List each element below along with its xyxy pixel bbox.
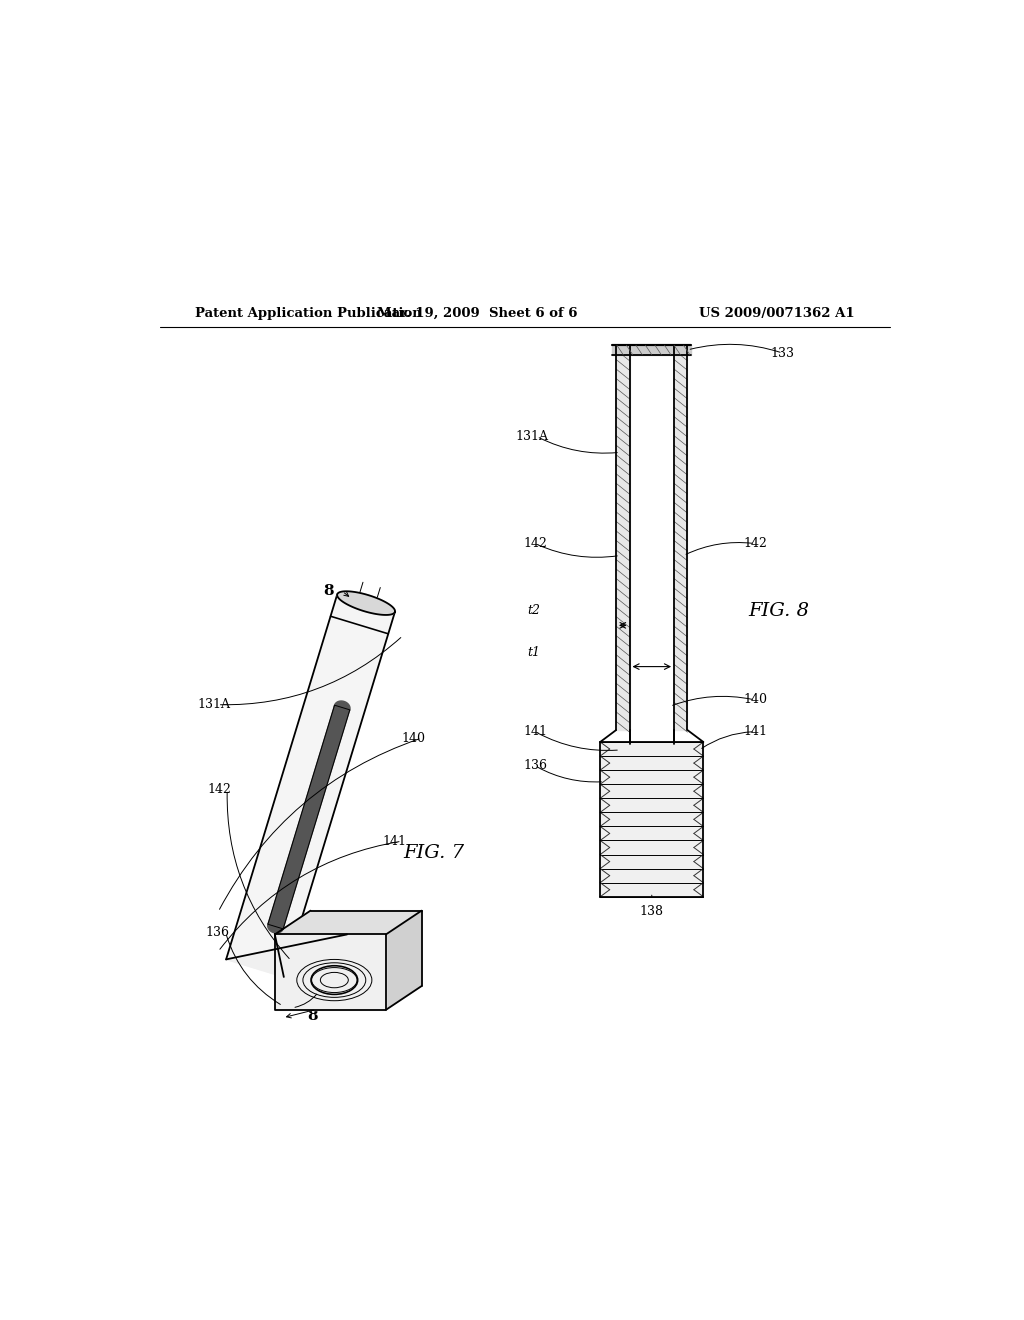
Text: Patent Application Publication: Patent Application Publication: [196, 308, 422, 319]
Text: 8: 8: [324, 585, 334, 598]
Text: 142: 142: [743, 537, 767, 550]
Polygon shape: [600, 742, 703, 896]
Polygon shape: [226, 594, 395, 977]
Polygon shape: [630, 346, 674, 730]
Polygon shape: [268, 705, 350, 929]
Polygon shape: [674, 346, 687, 730]
Text: US 2009/0071362 A1: US 2009/0071362 A1: [698, 308, 854, 319]
Polygon shape: [274, 911, 422, 935]
Polygon shape: [335, 701, 350, 714]
Polygon shape: [612, 346, 691, 355]
Text: 141: 141: [743, 725, 767, 738]
Text: 131A: 131A: [516, 430, 549, 444]
Polygon shape: [337, 591, 395, 615]
Text: 140: 140: [743, 693, 767, 706]
Text: 141: 141: [382, 834, 406, 847]
Text: 138: 138: [300, 1002, 325, 1014]
Polygon shape: [226, 935, 347, 977]
Text: 8: 8: [307, 1008, 317, 1023]
Text: 140: 140: [401, 731, 426, 744]
Text: FIG. 7: FIG. 7: [403, 843, 464, 862]
Text: 131A: 131A: [198, 698, 230, 711]
Polygon shape: [274, 935, 386, 1010]
Text: 141: 141: [523, 725, 547, 738]
Polygon shape: [616, 346, 630, 730]
Text: 138: 138: [640, 904, 664, 917]
Text: 136: 136: [206, 925, 229, 939]
Text: 133: 133: [771, 347, 795, 359]
Text: Mar. 19, 2009  Sheet 6 of 6: Mar. 19, 2009 Sheet 6 of 6: [377, 308, 578, 319]
Text: t1: t1: [527, 645, 541, 659]
Text: t2: t2: [527, 605, 541, 618]
Text: FIG. 8: FIG. 8: [749, 602, 809, 620]
Polygon shape: [267, 920, 284, 933]
Text: 142: 142: [207, 783, 231, 796]
Text: 136: 136: [523, 759, 547, 772]
Text: 142: 142: [523, 537, 547, 550]
Polygon shape: [386, 911, 422, 1010]
